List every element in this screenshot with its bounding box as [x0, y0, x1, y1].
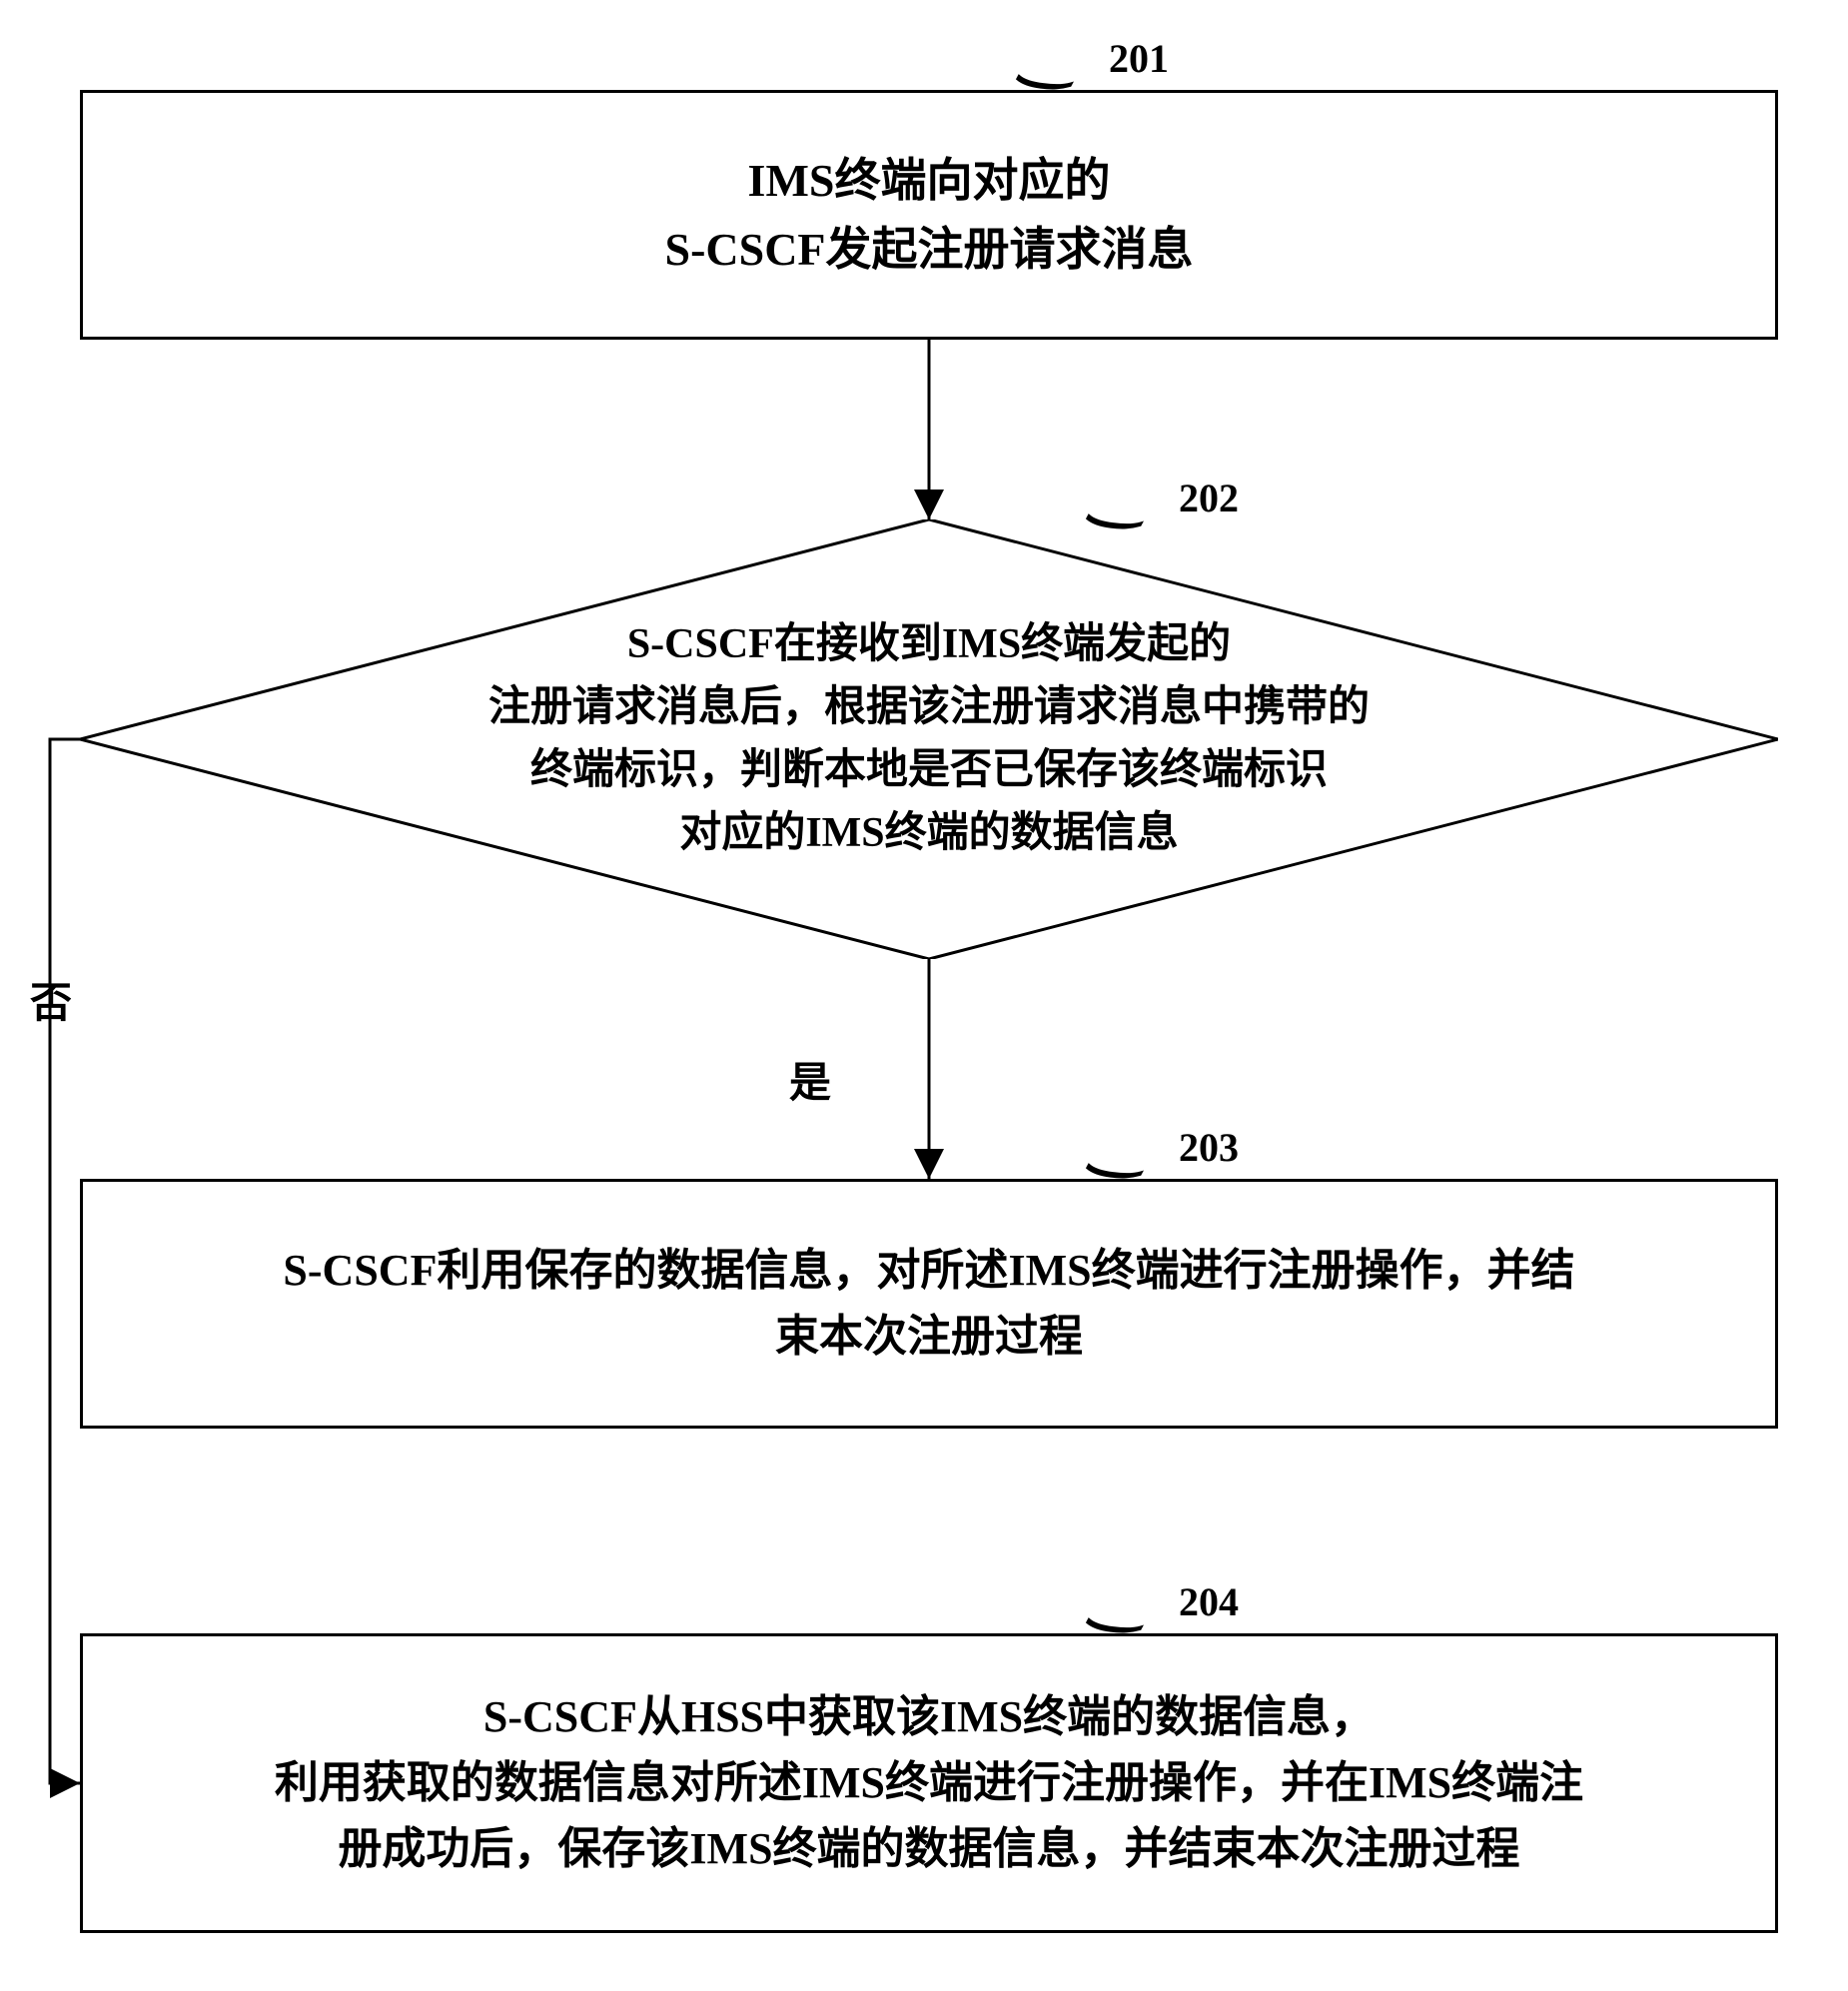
flowchart-canvas: IMS终端向对应的S-CSCF发起注册请求消息⌣201S-CSCF在接收到IMS…	[20, 20, 1828, 1971]
node-text-step201: IMS终端向对应的S-CSCF发起注册请求消息	[664, 146, 1193, 284]
node-step203: S-CSCF利用保存的数据信息，对所述IMS终端进行注册操作，并结束本次注册过程	[80, 1179, 1778, 1429]
node-text-step204: S-CSCF从HSS中获取该IMS终端的数据信息，利用获取的数据信息对所述IMS…	[275, 1684, 1583, 1882]
step-label-step202: 202	[1179, 475, 1239, 521]
node-step202: S-CSCF在接收到IMS终端发起的注册请求消息后，根据该注册请求消息中携带的终…	[80, 519, 1778, 959]
step-label-step201: 201	[1109, 35, 1169, 82]
edge-label-2: 否	[30, 969, 72, 1030]
node-text-step202: S-CSCF在接收到IMS终端发起的注册请求消息后，根据该注册请求消息中携带的终…	[250, 613, 1608, 865]
node-text-step203: S-CSCF利用保存的数据信息，对所述IMS终端进行注册操作，并结束本次注册过程	[283, 1238, 1574, 1370]
node-step204: S-CSCF从HSS中获取该IMS终端的数据信息，利用获取的数据信息对所述IMS…	[80, 1633, 1778, 1933]
step-label-step204: 204	[1179, 1578, 1239, 1625]
step-label-step203: 203	[1179, 1124, 1239, 1171]
edge-label-1: 是	[789, 1049, 831, 1110]
edge-2	[50, 739, 80, 1783]
node-step201: IMS终端向对应的S-CSCF发起注册请求消息	[80, 90, 1778, 340]
